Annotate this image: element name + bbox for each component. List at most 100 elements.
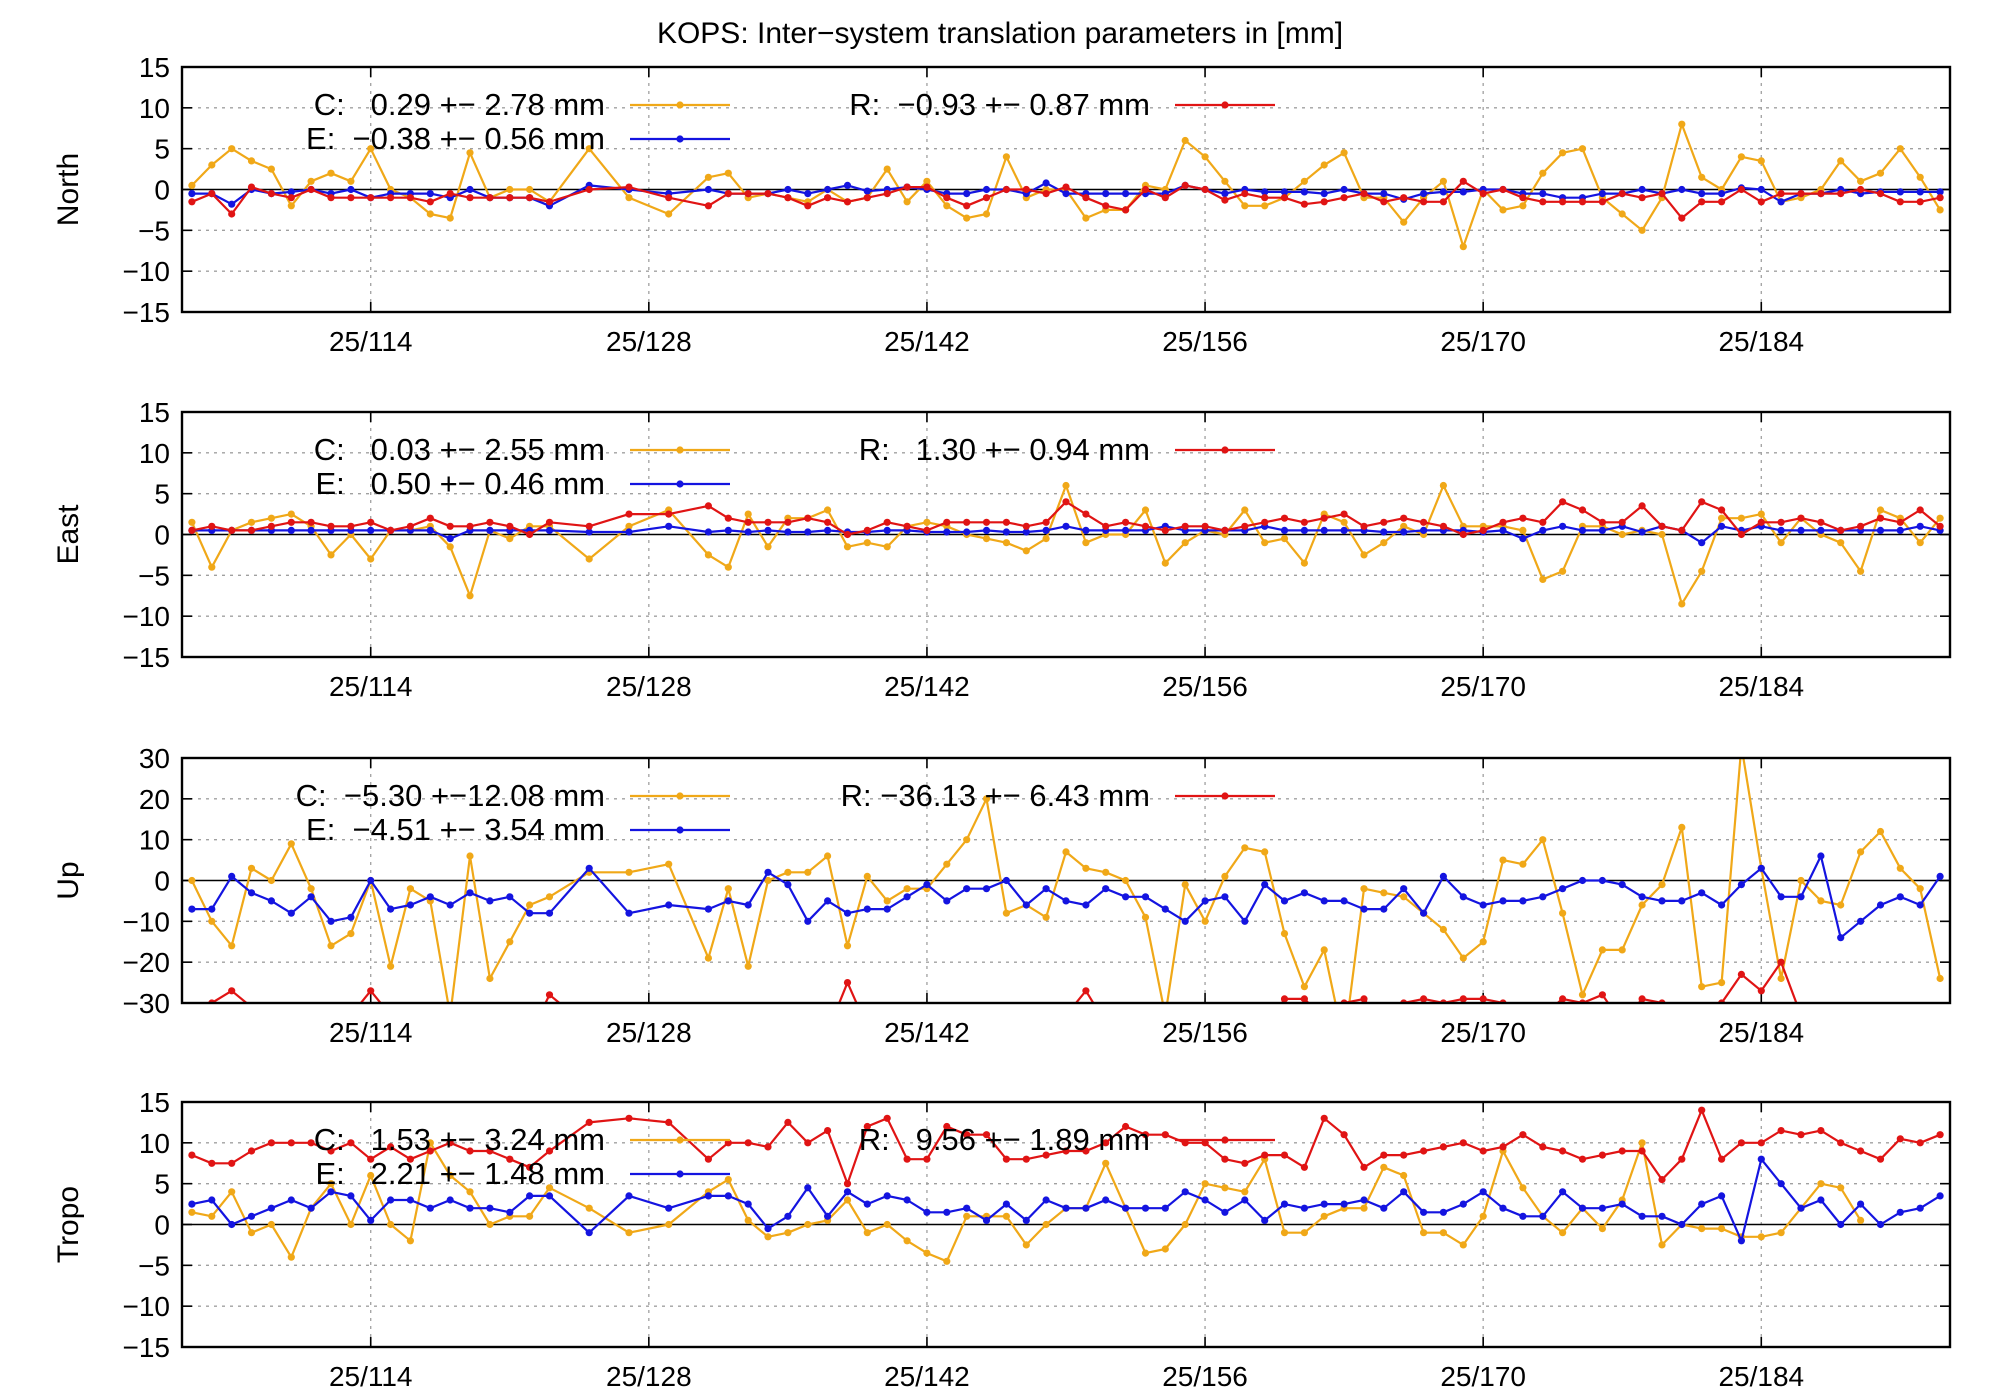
data-point-r: [1082, 1147, 1090, 1155]
data-point-e: [446, 535, 454, 543]
data-point-r: [1459, 995, 1467, 1003]
data-point-r: [1400, 194, 1408, 202]
data-point-r: [982, 518, 991, 526]
data-point-r: [387, 194, 395, 202]
data-point-c: [1261, 539, 1269, 547]
data-point-c: [1539, 836, 1547, 844]
data-point-c: [863, 1229, 871, 1237]
data-point-c: [724, 169, 732, 177]
data-point-r: [586, 1024, 593, 1031]
data-point-e: [1241, 1196, 1249, 1204]
y-tick-label: 5: [154, 134, 170, 165]
data-point-c: [1638, 901, 1646, 909]
data-point-c: [1777, 539, 1785, 547]
data-point-r: [466, 1024, 473, 1031]
data-point-r: [1062, 1147, 1070, 1155]
data-point-e: [1479, 1188, 1487, 1196]
data-point-c: [1658, 1241, 1666, 1249]
series-group: [188, 481, 1944, 608]
data-point-e: [247, 889, 256, 897]
data-point-c: [1300, 983, 1308, 991]
data-point-c: [1161, 1245, 1169, 1253]
y-axis-label: North: [52, 153, 85, 226]
data-point-r: [426, 198, 434, 206]
data-point-r: [1837, 1139, 1845, 1147]
data-point-r: [1658, 190, 1666, 198]
data-point-e: [1221, 893, 1229, 901]
plot-frame: [180, 1100, 1952, 1349]
legend-marker-c: [676, 792, 684, 800]
data-point-c: [1578, 991, 1587, 999]
data-point-c: [704, 551, 713, 559]
data-point-e: [208, 905, 216, 913]
panel-north: −15 −10 −5 0 5 10 15 25/114 25/128 25/142 25/156 25…: [52, 52, 1952, 357]
data-point-c: [327, 169, 335, 177]
data-point-e: [1936, 872, 1944, 881]
data-point-e: [1916, 522, 1924, 530]
data-point-r: [1519, 1004, 1526, 1011]
data-point-c: [1519, 860, 1527, 868]
data-point-r: [923, 526, 931, 535]
data-point-r: [268, 1016, 275, 1023]
data-point-e: [387, 1196, 395, 1204]
data-point-r: [1916, 198, 1924, 206]
data-point-r: [784, 1118, 792, 1126]
data-point-e: [1519, 1212, 1527, 1220]
data-point-c: [1718, 1225, 1726, 1233]
data-point-c: [1181, 1220, 1189, 1229]
data-point-c: [1042, 1220, 1050, 1229]
data-point-e: [1559, 1188, 1567, 1196]
data-point-r: [1539, 1012, 1546, 1019]
data-point-e: [1439, 188, 1447, 196]
data-point-r: [208, 522, 216, 530]
data-point-r: [1737, 530, 1745, 539]
data-point-e: [1201, 897, 1209, 905]
data-point-e: [1280, 1200, 1289, 1208]
data-point-e: [1698, 889, 1706, 897]
data-point-r: [625, 183, 633, 191]
data-point-r: [1916, 506, 1924, 514]
data-point-r: [1161, 194, 1169, 202]
data-point-r: [1618, 1147, 1626, 1155]
data-point-c: [1340, 518, 1348, 526]
data-point-r: [188, 1004, 195, 1011]
data-point-r: [923, 1155, 931, 1163]
data-point-c: [1141, 506, 1150, 514]
data-point-c: [545, 1184, 554, 1192]
y-tick-label: −5: [138, 560, 170, 591]
data-point-c: [903, 1237, 911, 1245]
data-point-e: [1400, 528, 1408, 536]
data-point-r: [1698, 498, 1706, 506]
data-point-e: [486, 1204, 494, 1212]
data-point-e: [1857, 917, 1865, 925]
data-point-e: [863, 187, 871, 195]
data-point-c: [1757, 1233, 1765, 1241]
data-point-r: [1737, 185, 1745, 194]
data-point-c: [1102, 1159, 1110, 1167]
data-point-c: [1936, 974, 1944, 983]
data-point-e: [1400, 885, 1408, 893]
data-point-r: [526, 1032, 533, 1039]
data-point-e: [347, 185, 355, 194]
data-point-e: [506, 893, 514, 901]
data-point-r: [1539, 1143, 1547, 1151]
data-point-e: [1380, 190, 1388, 198]
data-point-e: [1300, 526, 1308, 535]
data-point-r: [506, 194, 514, 202]
data-point-e: [1718, 1192, 1726, 1200]
data-point-e: [704, 185, 713, 194]
data-point-r: [1817, 190, 1825, 198]
data-point-e: [1638, 528, 1646, 536]
legend: C: 1.53 +− 3.24 mmE: 2.21 +− 1.48 mm R: 9…: [314, 1122, 1275, 1191]
data-point-e: [1141, 1204, 1150, 1212]
data-point-r: [1380, 1024, 1387, 1031]
data-point-r: [1062, 1012, 1069, 1019]
data-point-e: [1896, 526, 1904, 535]
data-point-e: [367, 876, 375, 885]
data-point-c: [287, 202, 295, 210]
data-point-e: [1122, 526, 1130, 535]
data-point-c: [1837, 539, 1845, 547]
data-point-c: [923, 177, 931, 185]
data-point-c: [466, 592, 474, 600]
